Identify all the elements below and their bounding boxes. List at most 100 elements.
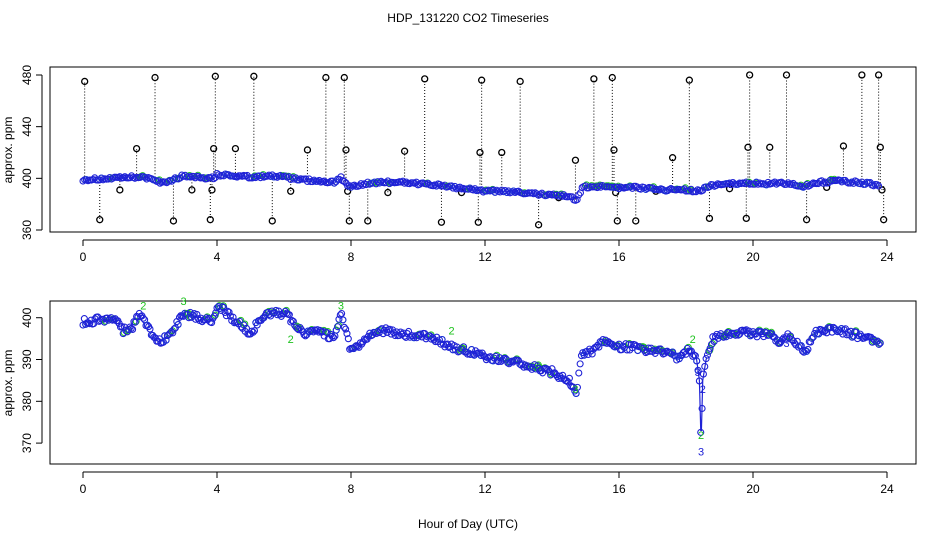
top-spike-point	[766, 143, 774, 151]
top-spike-point	[287, 187, 295, 195]
top-point-blue	[402, 178, 410, 186]
bottom-point-blue	[285, 311, 293, 319]
bottom-point-blue	[379, 330, 387, 338]
top-point-blue	[141, 173, 149, 181]
bottom-point-blue	[464, 350, 472, 358]
top-point-blue	[277, 171, 285, 180]
bottom-point-blue	[308, 326, 316, 335]
figure-title: HDP_131220 CO2 Timeseries	[387, 11, 548, 25]
top-point-blue	[432, 182, 440, 190]
top-point-blue	[575, 191, 583, 199]
bottom-y-tick-label: 380	[20, 391, 34, 411]
top-point-blue	[503, 188, 511, 196]
top-point-blue	[121, 173, 129, 181]
bottom-point-blue	[343, 330, 351, 338]
top-point-blue	[96, 176, 104, 184]
top-point-blue	[106, 173, 114, 182]
bottom-axes: 0 4 8 12 16 20 24 370 380 390 400	[20, 307, 894, 496]
bottom-point-blue	[728, 329, 736, 337]
bottom-x-tick-label: 12	[478, 482, 492, 496]
bottom-digit-marker: 2	[700, 384, 706, 396]
top-y-axis-label: approx. ppm	[1, 117, 15, 184]
bottom-y-tick-label: 390	[20, 349, 34, 369]
bottom-point-blue	[118, 322, 126, 331]
top-point-blue	[784, 179, 792, 187]
top-spike-point	[96, 216, 104, 224]
top-point-blue	[382, 179, 390, 187]
top-spike-point	[400, 147, 409, 155]
bottom-point-blue	[468, 345, 476, 354]
top-spike-point	[880, 216, 888, 224]
bottom-plot-frame	[49, 300, 917, 465]
top-point-blue	[452, 185, 461, 193]
top-spike-point	[516, 77, 524, 86]
top-point-blue	[771, 178, 779, 186]
top-spike-point	[876, 143, 884, 151]
bottom-point-blue	[338, 309, 346, 318]
top-point-blue	[478, 186, 486, 194]
top-spike-point	[802, 216, 811, 224]
bottom-point-blue	[272, 306, 280, 314]
bottom-digit-marker: 2	[448, 325, 454, 337]
bottom-point-blue	[875, 340, 883, 348]
top-spike-point	[151, 73, 159, 82]
bottom-point-blue	[162, 336, 170, 344]
bottom-point-blue	[139, 314, 147, 322]
top-point-blue	[385, 180, 394, 188]
top-point-blue	[469, 186, 477, 194]
bottom-point-blue	[391, 332, 399, 340]
top-point-blue	[337, 173, 345, 181]
top-point-blue	[595, 182, 603, 190]
bottom-point-blue	[335, 315, 343, 323]
top-spike-point	[421, 75, 429, 83]
bottom-x-tick-label: 0	[80, 482, 87, 496]
top-spike-point	[116, 186, 124, 194]
bottom-y-tick-label: 370	[20, 433, 34, 453]
top-point-blue	[350, 181, 358, 189]
bottom-point-blue	[300, 331, 308, 339]
top-y-tick-label: 440	[20, 116, 34, 136]
top-point-blue	[782, 180, 791, 188]
top-point-blue	[734, 180, 742, 188]
bottom-point-blue	[409, 332, 417, 340]
top-x-tick-label: 16	[612, 250, 626, 264]
top-spike-point	[498, 148, 506, 157]
top-spike-point	[610, 146, 618, 154]
bottom-point-blue	[129, 325, 137, 333]
top-spike-point	[340, 73, 348, 82]
top-spike-point	[668, 154, 677, 162]
bottom-digit-marker: 3	[180, 296, 186, 308]
bottom-point-blue	[208, 319, 216, 327]
top-point-blue	[856, 180, 864, 188]
top-point-blue	[615, 185, 623, 193]
bottom-point-blue	[827, 323, 835, 331]
bottom-point-blue	[738, 326, 746, 334]
top-point-blue	[104, 175, 112, 183]
top-spike-point	[231, 144, 240, 153]
top-point-blue	[233, 173, 241, 181]
top-point-blue	[131, 174, 139, 182]
top-spike-point	[250, 72, 258, 80]
top-point-blue	[509, 187, 518, 195]
top-x-tick-label: 4	[214, 250, 221, 264]
top-point-blue	[685, 187, 693, 195]
top-point-blue	[325, 178, 333, 187]
bottom-digit-marker: 3	[572, 384, 578, 396]
top-point-blue	[751, 180, 759, 188]
top-spike-point	[613, 217, 621, 225]
top-point-blue	[727, 181, 735, 189]
top-point-blue	[808, 180, 816, 188]
top-point-blue	[803, 181, 811, 189]
top-point-blue	[89, 175, 97, 184]
bottom-point-blue	[569, 383, 577, 391]
top-point-blue	[359, 181, 367, 189]
top-point-blue	[200, 174, 208, 182]
top-point-blue	[251, 174, 260, 182]
top-point-blue	[873, 181, 881, 189]
top-spike-point	[211, 72, 219, 80]
bottom-point-blue	[386, 325, 394, 333]
top-spike-point	[268, 217, 276, 225]
bottom-point-blue	[249, 328, 257, 336]
top-spike-point	[858, 71, 866, 79]
